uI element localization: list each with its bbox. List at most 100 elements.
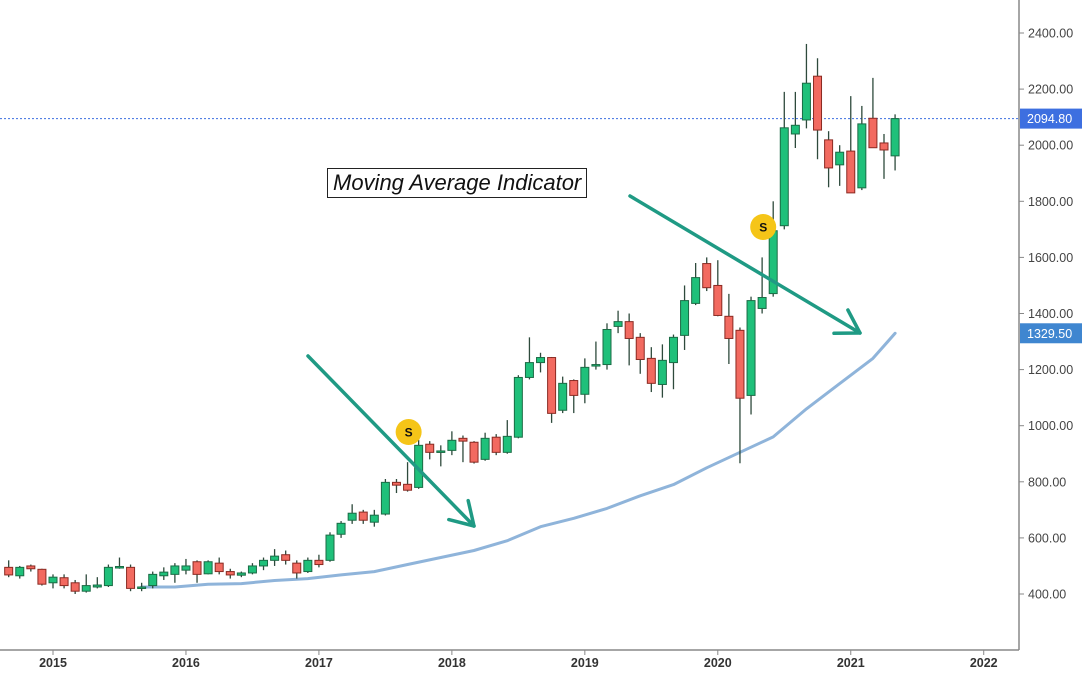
candle [779,91,789,230]
candle [458,435,468,463]
candle [790,91,800,149]
y-tick-label: 2400.00 [1028,27,1073,41]
candle-body [779,127,789,227]
candle-body [4,566,14,576]
candle [203,560,213,575]
candle-body [92,584,102,588]
candle [4,560,14,578]
candle [81,574,91,593]
candle [713,260,723,317]
candle-body [70,582,80,592]
candle-body [702,263,712,289]
candle-body [170,565,180,575]
candle-body [624,321,634,339]
candle-body [203,561,213,575]
last-price-tag-bg [1020,108,1082,129]
candle-body [292,562,302,574]
y-tick-label: 1200.00 [1028,363,1073,377]
annotation-label: Moving Average Indicator [327,168,588,198]
candle-body [879,142,889,151]
candle-body [137,586,147,589]
candle-body [369,514,379,523]
candle-body [403,483,413,491]
y-tick-label: 2000.00 [1028,139,1073,153]
candle [236,571,246,578]
candle-body [569,380,579,396]
candle-body [48,576,58,584]
candle [824,131,834,188]
candle-body [846,150,856,194]
arrow-head-icon [832,308,862,336]
candle-body [436,450,446,453]
y-axis: 400.00 600.00 800.00 1000.00 1200.00 1400.00 1… [1019,27,1073,602]
candle-body [868,117,878,149]
candle [358,509,368,524]
candle-body [270,555,280,561]
x-tick-label: 2021 [837,656,865,670]
candle-body [247,565,257,574]
candle [325,532,335,562]
candle [126,564,136,592]
moving-average-line [140,331,897,589]
candle-body [281,554,291,561]
candle-body [259,559,269,567]
candle-body [159,571,169,577]
candle [270,549,280,566]
signal-circle-icon [750,214,777,240]
y-tick-label: 600.00 [1028,531,1066,545]
candle-body [81,585,91,592]
candle-body [303,559,313,573]
candle-body [126,566,136,589]
y-tick-label: 400.00 [1028,588,1066,602]
candle-body [790,124,800,135]
y-tick-label: 1000.00 [1028,419,1073,433]
candle [801,43,811,129]
candle [259,557,269,571]
candle-body [214,562,224,573]
candle [569,379,579,414]
candle [292,560,302,579]
signal-circle-icon [395,419,422,445]
candle [170,563,180,583]
candle-body [646,357,656,384]
candle-body [591,364,601,367]
candle-body [458,437,468,442]
candle [214,557,224,575]
candle [702,257,712,292]
candle [724,293,734,364]
candle [547,356,557,423]
candle [137,582,147,592]
candle [691,263,701,306]
candle-body [735,329,745,399]
x-tick-label: 2022 [970,656,998,670]
candle-body [801,82,811,121]
candle-body [713,284,723,316]
price-tags: 2094.80 1329.50 [1020,108,1082,344]
x-tick-label: 2019 [571,656,599,670]
candle [380,478,390,516]
x-tick-label: 2018 [438,656,466,670]
candle-body [325,534,335,561]
annotation-arrow [628,194,862,336]
candle [580,358,590,404]
y-tick-label: 1800.00 [1028,195,1073,209]
candle [513,375,523,439]
candle [635,333,645,374]
candle-body [813,75,823,131]
last-price-tag: 2094.80 [1027,112,1072,126]
candle [813,58,823,160]
candle [846,96,856,194]
candle-body [380,481,390,515]
candle-body [480,437,490,460]
candle-body [547,357,557,414]
candle [668,334,678,390]
candle [491,434,501,456]
candle-body [502,435,512,453]
ma-value-tag-bg [1020,323,1082,344]
candle-body [691,277,701,304]
candle [680,285,690,350]
candle [436,445,446,467]
candle [879,133,889,179]
candle-body [524,362,534,378]
candle-body [857,123,867,189]
